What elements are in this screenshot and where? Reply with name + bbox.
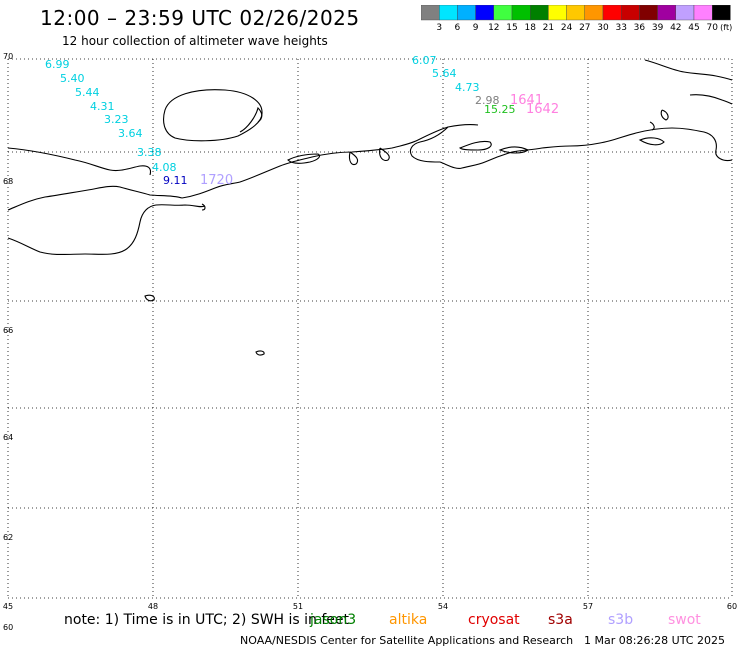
longitude-labels: 45 48 51 54 57 60 — [3, 602, 737, 611]
longitude-label: 45 — [3, 602, 13, 611]
coast-detail-1 — [287, 153, 321, 164]
vaygach-island-2 — [689, 94, 733, 105]
color-tick-label: 9 — [473, 23, 479, 33]
footer-timestamp: 1 Mar 08:26:28 UTC 2025 — [584, 634, 725, 647]
latitude-labels: 70 68 66 64 62 60 — [3, 52, 13, 632]
wave-height-value: 1642 — [526, 102, 559, 117]
color-tick-label: 70 — [706, 23, 718, 33]
color-tick-label: 33 — [615, 23, 626, 33]
wave-height-value: 4.31 — [90, 100, 115, 113]
color-tick-label: 42 — [670, 23, 681, 33]
legend-item-cryosat: cryosat — [468, 612, 520, 628]
color-swatch — [712, 5, 731, 21]
legend-item-s3b: s3b — [608, 612, 634, 628]
color-tick-label: 15 — [506, 23, 517, 33]
pechora-bay-outline — [409, 126, 449, 163]
color-tick-label: 21 — [543, 23, 554, 33]
latitude-label: 68 — [3, 177, 13, 186]
coast-detail-3 — [379, 147, 390, 162]
coast-detail-7 — [660, 109, 669, 121]
pechora-coast — [439, 127, 733, 169]
wave-height-value: 4.08 — [152, 161, 177, 174]
coast-detail-5 — [498, 146, 530, 154]
color-unit-label: (ft) — [720, 23, 732, 32]
wave-height-value: 5.64 — [432, 67, 457, 80]
longitude-label: 54 — [438, 602, 448, 611]
color-swatches — [421, 5, 731, 21]
islet-2 — [255, 350, 265, 356]
legend-item-swot: swot — [668, 612, 701, 628]
wave-height-value: 5.40 — [60, 72, 85, 85]
color-tick-label: 3 — [436, 23, 442, 33]
footer-credit: NOAA/NESDIS Center for Satellite Applica… — [240, 634, 574, 647]
wave-height-value: 4.73 — [455, 81, 480, 94]
islet-1 — [144, 294, 155, 302]
west-coast-lower-2 — [7, 204, 206, 256]
color-tick-label: 30 — [597, 23, 609, 33]
coast-detail-6 — [638, 137, 665, 146]
latitude-label: 60 — [3, 623, 13, 632]
color-tick-label: 39 — [652, 23, 664, 33]
longitude-label: 51 — [293, 602, 303, 611]
color-tick-label: 6 — [455, 23, 461, 33]
wave-height-value: 15.25 — [484, 103, 516, 116]
coast-detail-8 — [649, 121, 655, 131]
coast-detail-2 — [348, 151, 359, 166]
wave-height-value: 3.38 — [137, 146, 162, 159]
color-tick-label: 45 — [688, 23, 699, 33]
color-tick-labels: 3 6 9 12 15 18 21 24 27 30 33 36 39 42 45 70 (ft) — [436, 23, 732, 33]
color-scale-bar: 3 6 9 12 15 18 21 24 27 30 33 36 39 42 45 70 (ft) — [421, 5, 732, 33]
color-tick-label: 27 — [579, 23, 590, 33]
mainland-coast — [181, 124, 479, 199]
longitude-label: 60 — [727, 602, 737, 611]
wave-height-observations: 6.995.405.444.313.233.64 3.38 4.089.11 1720… — [45, 54, 559, 188]
wave-height-value: 2.98 — [475, 94, 500, 107]
latitude-label: 64 — [3, 433, 13, 442]
color-tick-label: 24 — [561, 23, 573, 33]
map-grid — [7, 58, 733, 599]
wave-height-value: 6.99 — [45, 58, 70, 71]
coastlines — [7, 59, 733, 356]
longitude-label: 57 — [583, 602, 593, 611]
color-tick-label: 36 — [634, 23, 646, 33]
legend-item-altika: altika — [389, 612, 428, 628]
wave-height-value: 1641 — [510, 93, 543, 108]
wave-height-value: 1720 — [200, 173, 233, 188]
footer-note: note: 1) Time is in UTC; 2) SWH is in fe… — [64, 612, 350, 628]
wave-height-value: 6.07 — [412, 54, 437, 67]
wave-height-value: 3.23 — [104, 113, 129, 126]
islet-3 — [201, 203, 206, 211]
legend-item-s3a: s3a — [548, 612, 573, 628]
kolguev-spit — [239, 106, 263, 133]
color-tick-label: 18 — [524, 23, 536, 33]
coast-detail-4 — [459, 140, 492, 151]
latitude-label: 70 — [3, 52, 13, 61]
vaygach-island — [644, 59, 733, 81]
page-subtitle: 12 hour collection of altimeter wave hei… — [62, 34, 328, 48]
wave-height-value: 5.44 — [75, 86, 100, 99]
latitude-label: 62 — [3, 533, 13, 542]
wave-height-value: 3.64 — [118, 127, 143, 140]
west-coast-lower — [7, 185, 183, 211]
longitude-label: 48 — [148, 602, 158, 611]
latitude-label: 66 — [3, 326, 13, 335]
wave-height-value: 9.11 — [163, 174, 188, 187]
legend-item-jason3: jason3 — [310, 612, 357, 628]
kolguev-island-outline — [163, 89, 263, 142]
west-coast-upper — [7, 147, 152, 176]
color-tick-label: 12 — [488, 23, 499, 33]
page-title: 12:00 – 23:59 UTC 02/26/2025 — [40, 6, 360, 30]
